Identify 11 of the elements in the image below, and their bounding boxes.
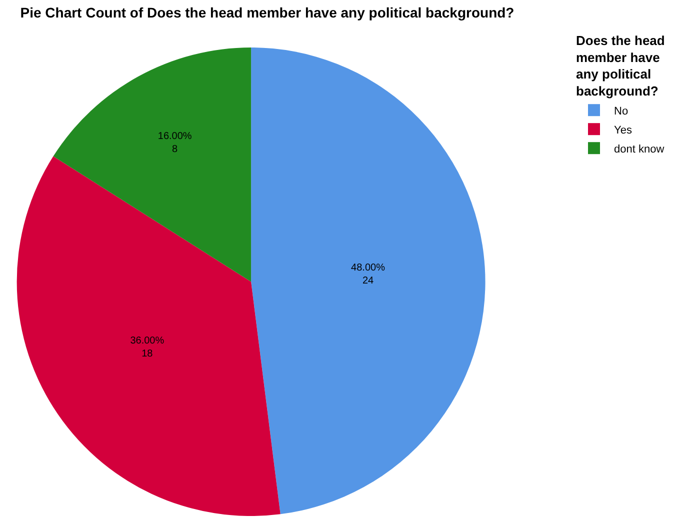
chart-title: Pie Chart Count of Does the head member have any political background?	[20, 4, 514, 21]
pie-slice	[53, 48, 252, 282]
legend-label: No	[614, 105, 628, 118]
pie-slice	[17, 156, 280, 516]
legend-label: dont know	[614, 143, 664, 156]
data-label: 36.00% 18	[130, 336, 164, 360]
legend-title: Does the head member have any political background?	[576, 32, 665, 99]
legend-label: Yes	[614, 124, 632, 136]
data-label: 48.00% 24	[351, 262, 386, 286]
data-label: 16.00% 8	[158, 131, 192, 156]
pie-slice	[251, 48, 485, 514]
